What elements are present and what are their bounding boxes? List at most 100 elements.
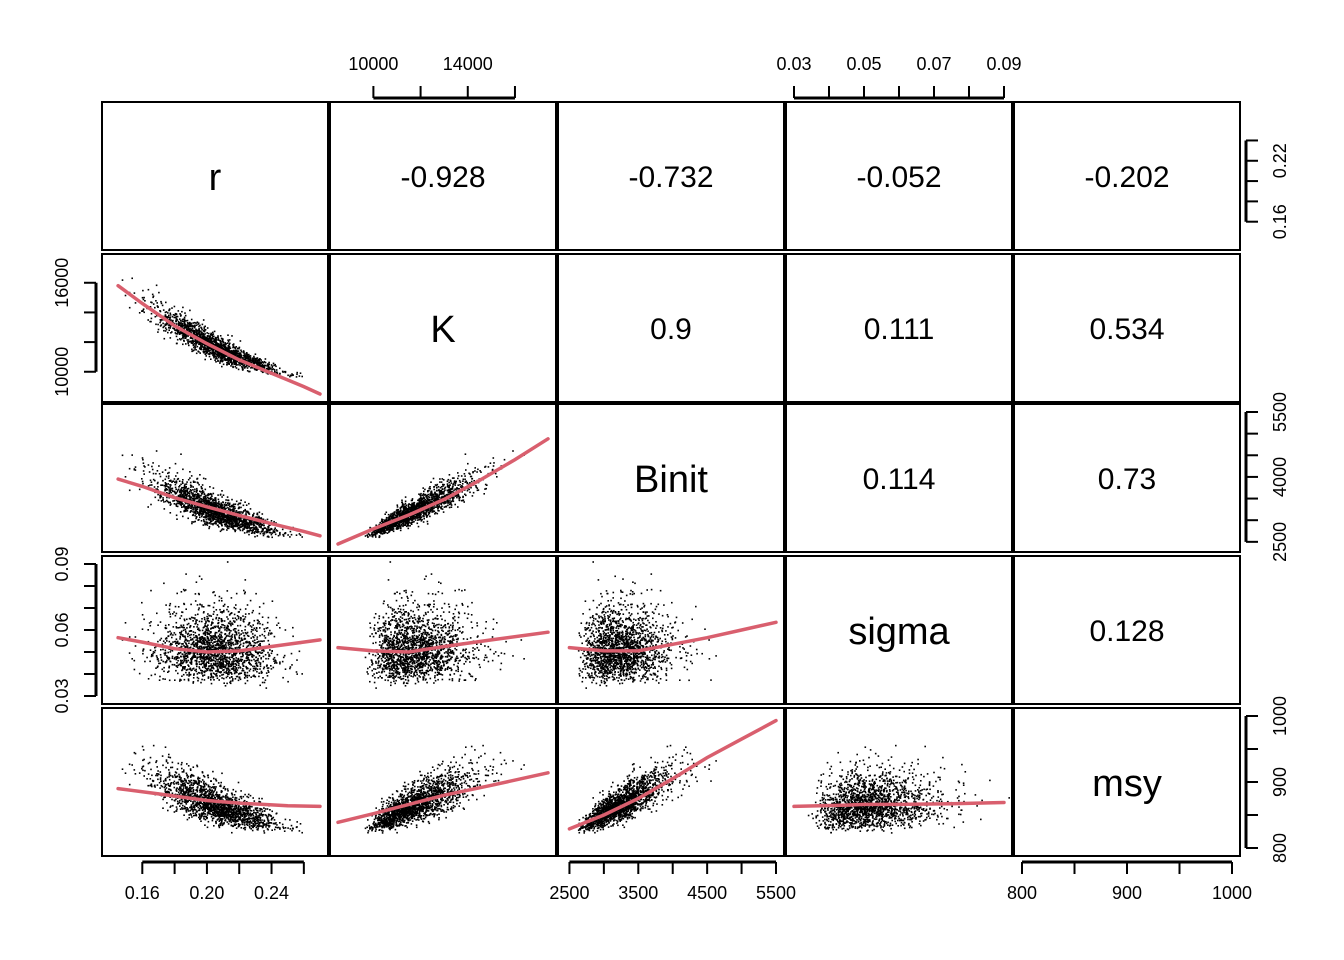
data-point	[169, 314, 172, 316]
data-point	[213, 515, 215, 517]
data-point	[219, 360, 221, 363]
data-point	[172, 490, 174, 493]
data-point	[187, 334, 189, 337]
data-point	[171, 487, 174, 490]
data-point	[202, 499, 205, 502]
data-point	[190, 475, 193, 477]
data-point	[463, 501, 465, 503]
data-point	[206, 496, 209, 499]
data-point	[453, 477, 455, 479]
data-point	[213, 499, 215, 502]
data-point	[248, 353, 250, 356]
data-point	[382, 521, 385, 523]
data-point	[215, 350, 217, 352]
data-point	[150, 301, 152, 303]
data-point	[192, 329, 195, 332]
data-point	[259, 362, 262, 364]
data-point	[238, 524, 240, 527]
data-point	[244, 508, 246, 511]
data-point	[220, 502, 223, 504]
data-point	[390, 514, 392, 516]
data-point	[461, 485, 463, 487]
data-point	[236, 347, 239, 350]
data-point	[190, 496, 193, 499]
data-point	[265, 530, 267, 533]
data-point	[243, 519, 245, 521]
data-point	[234, 359, 236, 362]
data-point	[472, 471, 474, 473]
data-point	[227, 342, 229, 344]
data-point	[247, 357, 250, 360]
data-point	[179, 484, 181, 487]
data-point	[181, 318, 184, 321]
data-point	[196, 510, 199, 513]
data-point	[383, 531, 386, 534]
data-point	[213, 518, 215, 520]
data-point	[245, 512, 247, 514]
data-point	[189, 481, 192, 484]
data-point	[158, 291, 160, 294]
data-point	[241, 523, 243, 526]
data-point	[247, 511, 250, 514]
data-point	[218, 503, 220, 505]
data-point	[200, 510, 203, 512]
data-point	[216, 513, 218, 515]
data-point	[425, 513, 427, 516]
data-point	[263, 524, 265, 527]
data-point	[404, 513, 406, 516]
data-point	[177, 322, 180, 325]
data-point	[184, 493, 187, 496]
data-point	[402, 525, 404, 528]
data-point	[159, 321, 161, 324]
data-point	[198, 330, 201, 332]
data-point	[205, 351, 208, 354]
data-point	[224, 345, 227, 347]
data-point	[175, 318, 178, 320]
data-point	[256, 364, 259, 367]
panel-K-sigma: 0.111	[785, 253, 1013, 403]
data-point	[176, 472, 179, 474]
data-point	[212, 512, 215, 514]
data-point	[193, 332, 195, 334]
data-point	[227, 357, 229, 359]
data-point	[479, 470, 481, 472]
data-point	[195, 344, 197, 346]
data-point	[206, 524, 209, 526]
data-point	[214, 349, 217, 351]
data-point	[171, 331, 173, 333]
data-point	[150, 317, 153, 320]
data-point	[157, 328, 160, 331]
data-point	[412, 506, 414, 508]
data-point	[214, 498, 217, 501]
data-point	[218, 355, 221, 357]
data-point	[184, 507, 186, 509]
data-point	[141, 478, 143, 480]
data-point	[212, 331, 214, 334]
data-point	[213, 351, 215, 354]
data-point	[214, 359, 216, 361]
data-point	[213, 335, 215, 338]
data-point	[439, 486, 442, 489]
data-point	[201, 513, 203, 515]
data-point	[410, 506, 413, 508]
data-point	[251, 357, 254, 359]
data-point	[261, 518, 263, 521]
data-point	[196, 329, 198, 332]
data-point	[179, 338, 181, 340]
data-point	[469, 482, 471, 484]
data-point	[141, 480, 144, 483]
data-point	[254, 353, 257, 355]
data-point	[154, 479, 156, 482]
panel-frame	[329, 101, 557, 251]
data-point	[193, 321, 196, 324]
data-point	[246, 510, 249, 513]
data-point	[232, 345, 235, 347]
data-point	[420, 520, 423, 522]
data-point	[416, 504, 418, 506]
data-point	[190, 342, 193, 344]
data-point	[211, 495, 213, 498]
data-point	[205, 498, 208, 500]
data-point	[243, 367, 246, 369]
data-point	[181, 326, 184, 328]
data-point	[188, 498, 190, 501]
